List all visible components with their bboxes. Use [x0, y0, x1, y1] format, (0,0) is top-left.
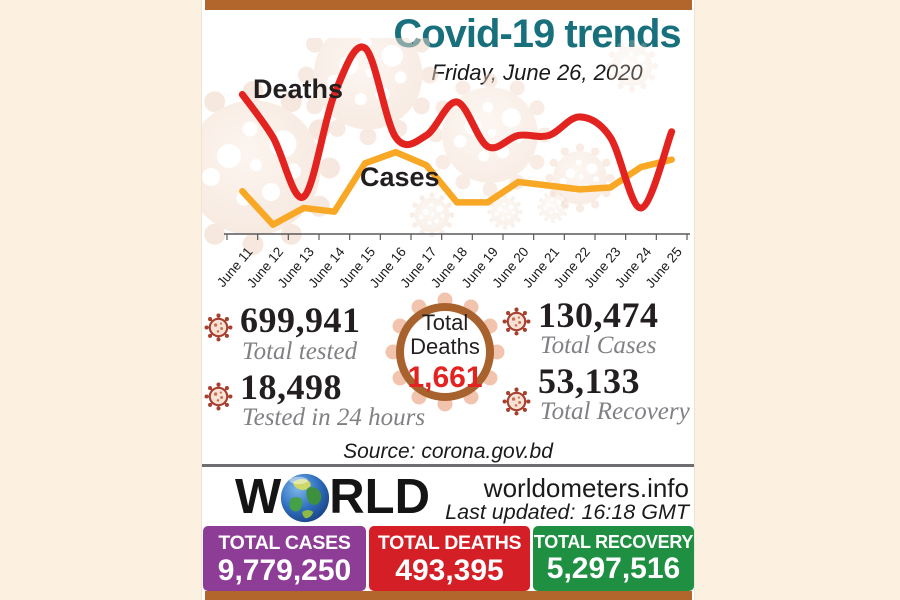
cases-series-label: Cases: [360, 162, 440, 192]
world-total-deaths-box: TOTAL DEATHS 493,395: [369, 526, 530, 591]
total-cases-label: Total Cases: [540, 332, 657, 359]
total-recovery-value: 53,133: [538, 361, 640, 401]
world-total-cases-box: TOTAL CASES 9,779,250: [203, 526, 366, 591]
total-recovery-label: Total Recovery: [540, 398, 690, 425]
bottom-accent-bar: [205, 591, 692, 600]
tested-24h-value: 18,498: [240, 367, 342, 407]
worldometers-site: worldometers.info: [483, 473, 689, 503]
world-total-cases-value: 9,779,250: [217, 554, 352, 587]
top-accent-bar: [205, 0, 692, 10]
world-total-recovery-label: TOTAL RECOVERY: [533, 532, 694, 552]
virus-icon: [203, 381, 234, 412]
badge-title-line2: Deaths: [410, 334, 480, 359]
badge-deaths-value: 1,661: [407, 361, 483, 394]
last-updated: Last updated: 16:18 GMT: [445, 500, 689, 524]
virus-watermark: [605, 39, 659, 93]
wordmark-prefix: W: [235, 469, 282, 524]
infographic-panel: Covid-19 trends Friday, June 26, 2020 Ju…: [202, 0, 694, 600]
world-total-deaths-label: TOTAL DEATHS: [377, 532, 522, 554]
world-wordmark: W RLD: [235, 470, 430, 523]
cases-line: [239, 148, 675, 228]
globe-icon: [281, 473, 330, 523]
world-total-deaths-value: 493,395: [395, 554, 504, 587]
world-total-recovery-box: TOTAL RECOVERY 5,297,516: [533, 526, 694, 591]
world-total-cases-label: TOTAL CASES: [218, 532, 351, 554]
total-tested-label: Total tested: [242, 338, 358, 365]
virus-watermark: [409, 192, 455, 238]
deaths-line: [238, 43, 676, 212]
virus-icon: [203, 312, 234, 343]
tested-24h-label: Tested in 24 hours: [242, 404, 426, 431]
total-deaths-badge: Total Deaths 1,661: [383, 290, 507, 414]
world-total-recovery-value: 5,297,516: [546, 552, 681, 585]
total-cases-value: 130,474: [538, 295, 659, 335]
source-credit: Source: corona.gov.bd: [343, 440, 553, 463]
deaths-series-label: Deaths: [253, 74, 344, 104]
badge-title-line1: Total: [421, 310, 469, 335]
total-deaths-badge-ring: [385, 292, 505, 412]
wordmark-suffix: RLD: [329, 469, 430, 524]
section-divider: [202, 464, 694, 467]
total-tested-value: 699,941: [240, 300, 361, 340]
